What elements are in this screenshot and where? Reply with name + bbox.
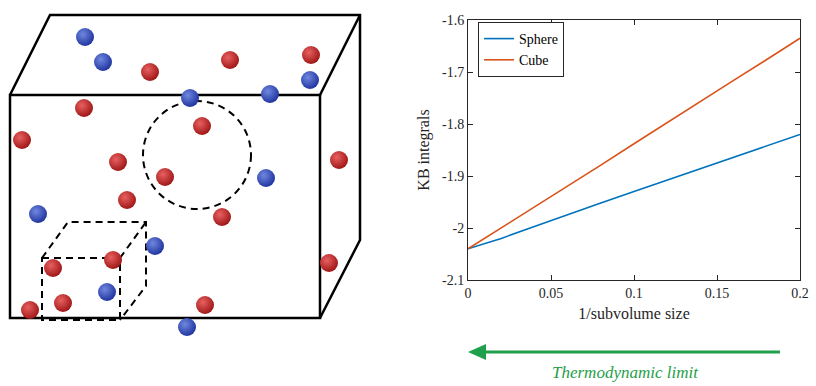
svg-text:0.05: 0.05 — [539, 286, 564, 301]
svg-text:-2: -2 — [453, 221, 465, 236]
svg-text:0.15: 0.15 — [705, 286, 730, 301]
svg-text:-1.6: -1.6 — [442, 13, 464, 28]
svg-text:KB integrals: KB integrals — [415, 109, 433, 190]
svg-text:1/subvolume size: 1/subvolume size — [578, 305, 690, 322]
svg-text:-1.7: -1.7 — [442, 65, 464, 80]
svg-text:Thermodynamic limit: Thermodynamic limit — [552, 363, 699, 382]
svg-text:Cube: Cube — [519, 53, 549, 68]
svg-text:Sphere: Sphere — [519, 32, 558, 47]
svg-text:-1.9: -1.9 — [442, 169, 464, 184]
svg-text:-1.8: -1.8 — [442, 117, 464, 132]
svg-text:0.1: 0.1 — [625, 286, 643, 301]
svg-text:0: 0 — [465, 286, 472, 301]
svg-text:-2.1: -2.1 — [442, 273, 464, 288]
svg-text:0.2: 0.2 — [791, 286, 809, 301]
